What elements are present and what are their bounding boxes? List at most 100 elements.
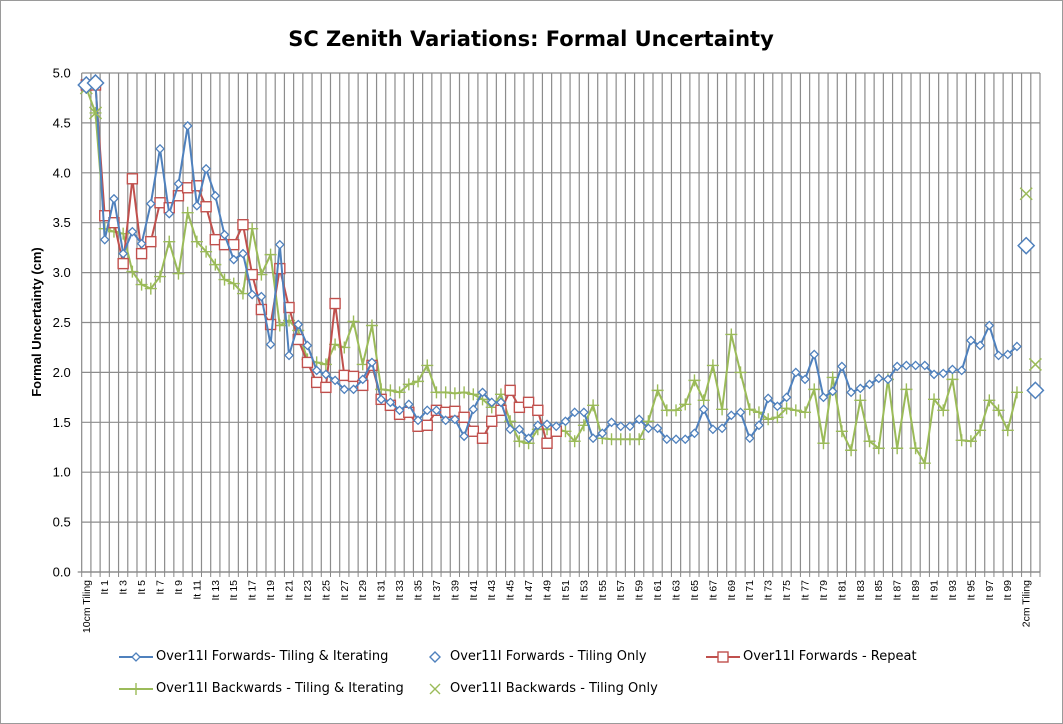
data-point-diamond xyxy=(413,415,423,426)
data-point-plus xyxy=(264,248,277,261)
x-tick-label: It 35 xyxy=(413,580,425,601)
data-point-diamond xyxy=(523,433,534,444)
data-point-plus xyxy=(135,278,148,291)
data-point-square xyxy=(200,201,212,213)
y-tick-label: 1.0 xyxy=(53,465,71,480)
y-tick-label: 3.0 xyxy=(53,265,71,280)
data-point-diamond xyxy=(219,229,230,240)
data-point-square xyxy=(467,425,480,437)
data-point-plus xyxy=(458,386,471,399)
data-point-diamond xyxy=(136,238,147,249)
x-tick-label: It 29 xyxy=(357,580,369,601)
data-point-diamond xyxy=(86,73,105,93)
data-point-diamond xyxy=(210,190,221,201)
x-tick-label: It 45 xyxy=(505,580,517,601)
data-point-diamond xyxy=(615,421,626,432)
data-point-diamond xyxy=(127,226,138,237)
data-point-diamond xyxy=(975,340,986,351)
data-point-plus xyxy=(992,404,1005,417)
data-point-diamond xyxy=(588,433,599,444)
data-point-diamond xyxy=(938,368,949,379)
data-point-diamond xyxy=(551,421,562,432)
data-point-square xyxy=(126,173,139,185)
data-point-diamond xyxy=(311,365,322,376)
data-point-plus xyxy=(734,366,747,379)
legend-diamond-icon xyxy=(429,650,441,663)
data-point-plus xyxy=(891,442,904,455)
legend-item-backwards-tiling-iterating: Over11I Backwards - Tiling & Iterating xyxy=(119,681,404,696)
y-tick-label: 4.5 xyxy=(53,115,71,130)
x-tick-label: It 87 xyxy=(892,580,904,601)
data-point-square xyxy=(264,318,277,331)
data-point-plus xyxy=(863,435,876,448)
x-tick-label: 10cm Tiling xyxy=(81,580,93,633)
data-point-plus xyxy=(955,434,968,447)
data-point-diamond xyxy=(422,405,433,416)
x-tick-label: It 53 xyxy=(578,580,590,601)
data-point-diamond xyxy=(855,383,866,394)
data-point-diamond xyxy=(274,239,285,250)
data-point-diamond xyxy=(754,420,764,431)
data-point-diamond xyxy=(919,360,930,371)
data-point-plus xyxy=(190,235,203,248)
x-tick-label: It 93 xyxy=(947,580,959,601)
data-point-plus xyxy=(964,435,977,448)
data-point-diamond xyxy=(201,163,212,174)
data-point-diamond xyxy=(993,350,1004,361)
legend-label: Over11I Forwards - Tiling Only xyxy=(450,649,647,664)
data-point-plus xyxy=(928,393,941,406)
legend-label: Over11I Backwards - Tiling & Iterating xyxy=(156,681,404,696)
x-tick-label: It 75 xyxy=(781,580,793,601)
x-tick-label: It 15 xyxy=(228,580,240,601)
gridlines xyxy=(81,72,1041,573)
legend-item-forwards-tiling-only: Over11I Forwards - Tiling Only xyxy=(425,649,647,664)
data-point-diamond xyxy=(514,424,525,435)
data-point-plus xyxy=(200,245,213,258)
data-point-diamond xyxy=(532,420,543,431)
data-point-diamond xyxy=(265,339,276,350)
data-point-diamond xyxy=(173,178,184,189)
data-point-diamond xyxy=(449,414,460,425)
data-point-diamond xyxy=(873,373,884,384)
data-point-plus xyxy=(900,383,913,396)
x-tick-label: It 85 xyxy=(873,580,885,601)
data-point-square xyxy=(476,432,489,444)
data-point-diamond xyxy=(597,428,608,439)
data-point-plus xyxy=(319,358,332,371)
x-tick-label: It 41 xyxy=(468,580,480,601)
data-point-diamond xyxy=(560,416,571,427)
x-tick-label: It 65 xyxy=(689,580,701,601)
data-point-diamond xyxy=(284,350,294,361)
data-point-diamond xyxy=(403,399,414,410)
data-point-diamond xyxy=(496,397,506,408)
x-tick-label: It 27 xyxy=(339,580,351,601)
data-point-plus xyxy=(218,273,231,286)
legend-label: Over11I Forwards- Tiling & Iterating xyxy=(156,649,389,664)
data-point-plus xyxy=(835,425,848,438)
x-tick-label: It 3 xyxy=(118,580,130,595)
x-tick-label: 2cm Tiling xyxy=(1021,580,1033,627)
data-point-diamond xyxy=(385,397,396,408)
data-point-diamond xyxy=(781,392,792,403)
data-point-plus xyxy=(448,387,461,400)
data-point-diamond xyxy=(182,120,193,131)
x-tick-label: It 97 xyxy=(984,580,996,601)
data-point-square xyxy=(504,384,516,397)
data-point-square xyxy=(329,297,341,310)
x-tick-label: It 31 xyxy=(376,580,388,601)
legend-label: Over11I Forwards - Repeat xyxy=(743,649,917,664)
data-point-diamond xyxy=(846,387,857,398)
legend-item-backwards-tiling-only: Over11I Backwards - Tiling Only xyxy=(425,681,658,696)
data-point-plus xyxy=(1001,424,1014,437)
data-point-diamond xyxy=(431,405,442,416)
data-point-diamond xyxy=(818,392,829,403)
x-tick-label: It 9 xyxy=(173,580,185,595)
data-point-diamond xyxy=(947,364,958,375)
legend-line-plus-icon xyxy=(119,682,153,695)
data-point-plus xyxy=(347,315,360,328)
data-point-plus xyxy=(144,282,157,295)
data-point-diamond xyxy=(348,384,359,395)
x-tick-label: It 95 xyxy=(965,580,977,601)
legend-line-diamond-icon xyxy=(119,651,153,662)
